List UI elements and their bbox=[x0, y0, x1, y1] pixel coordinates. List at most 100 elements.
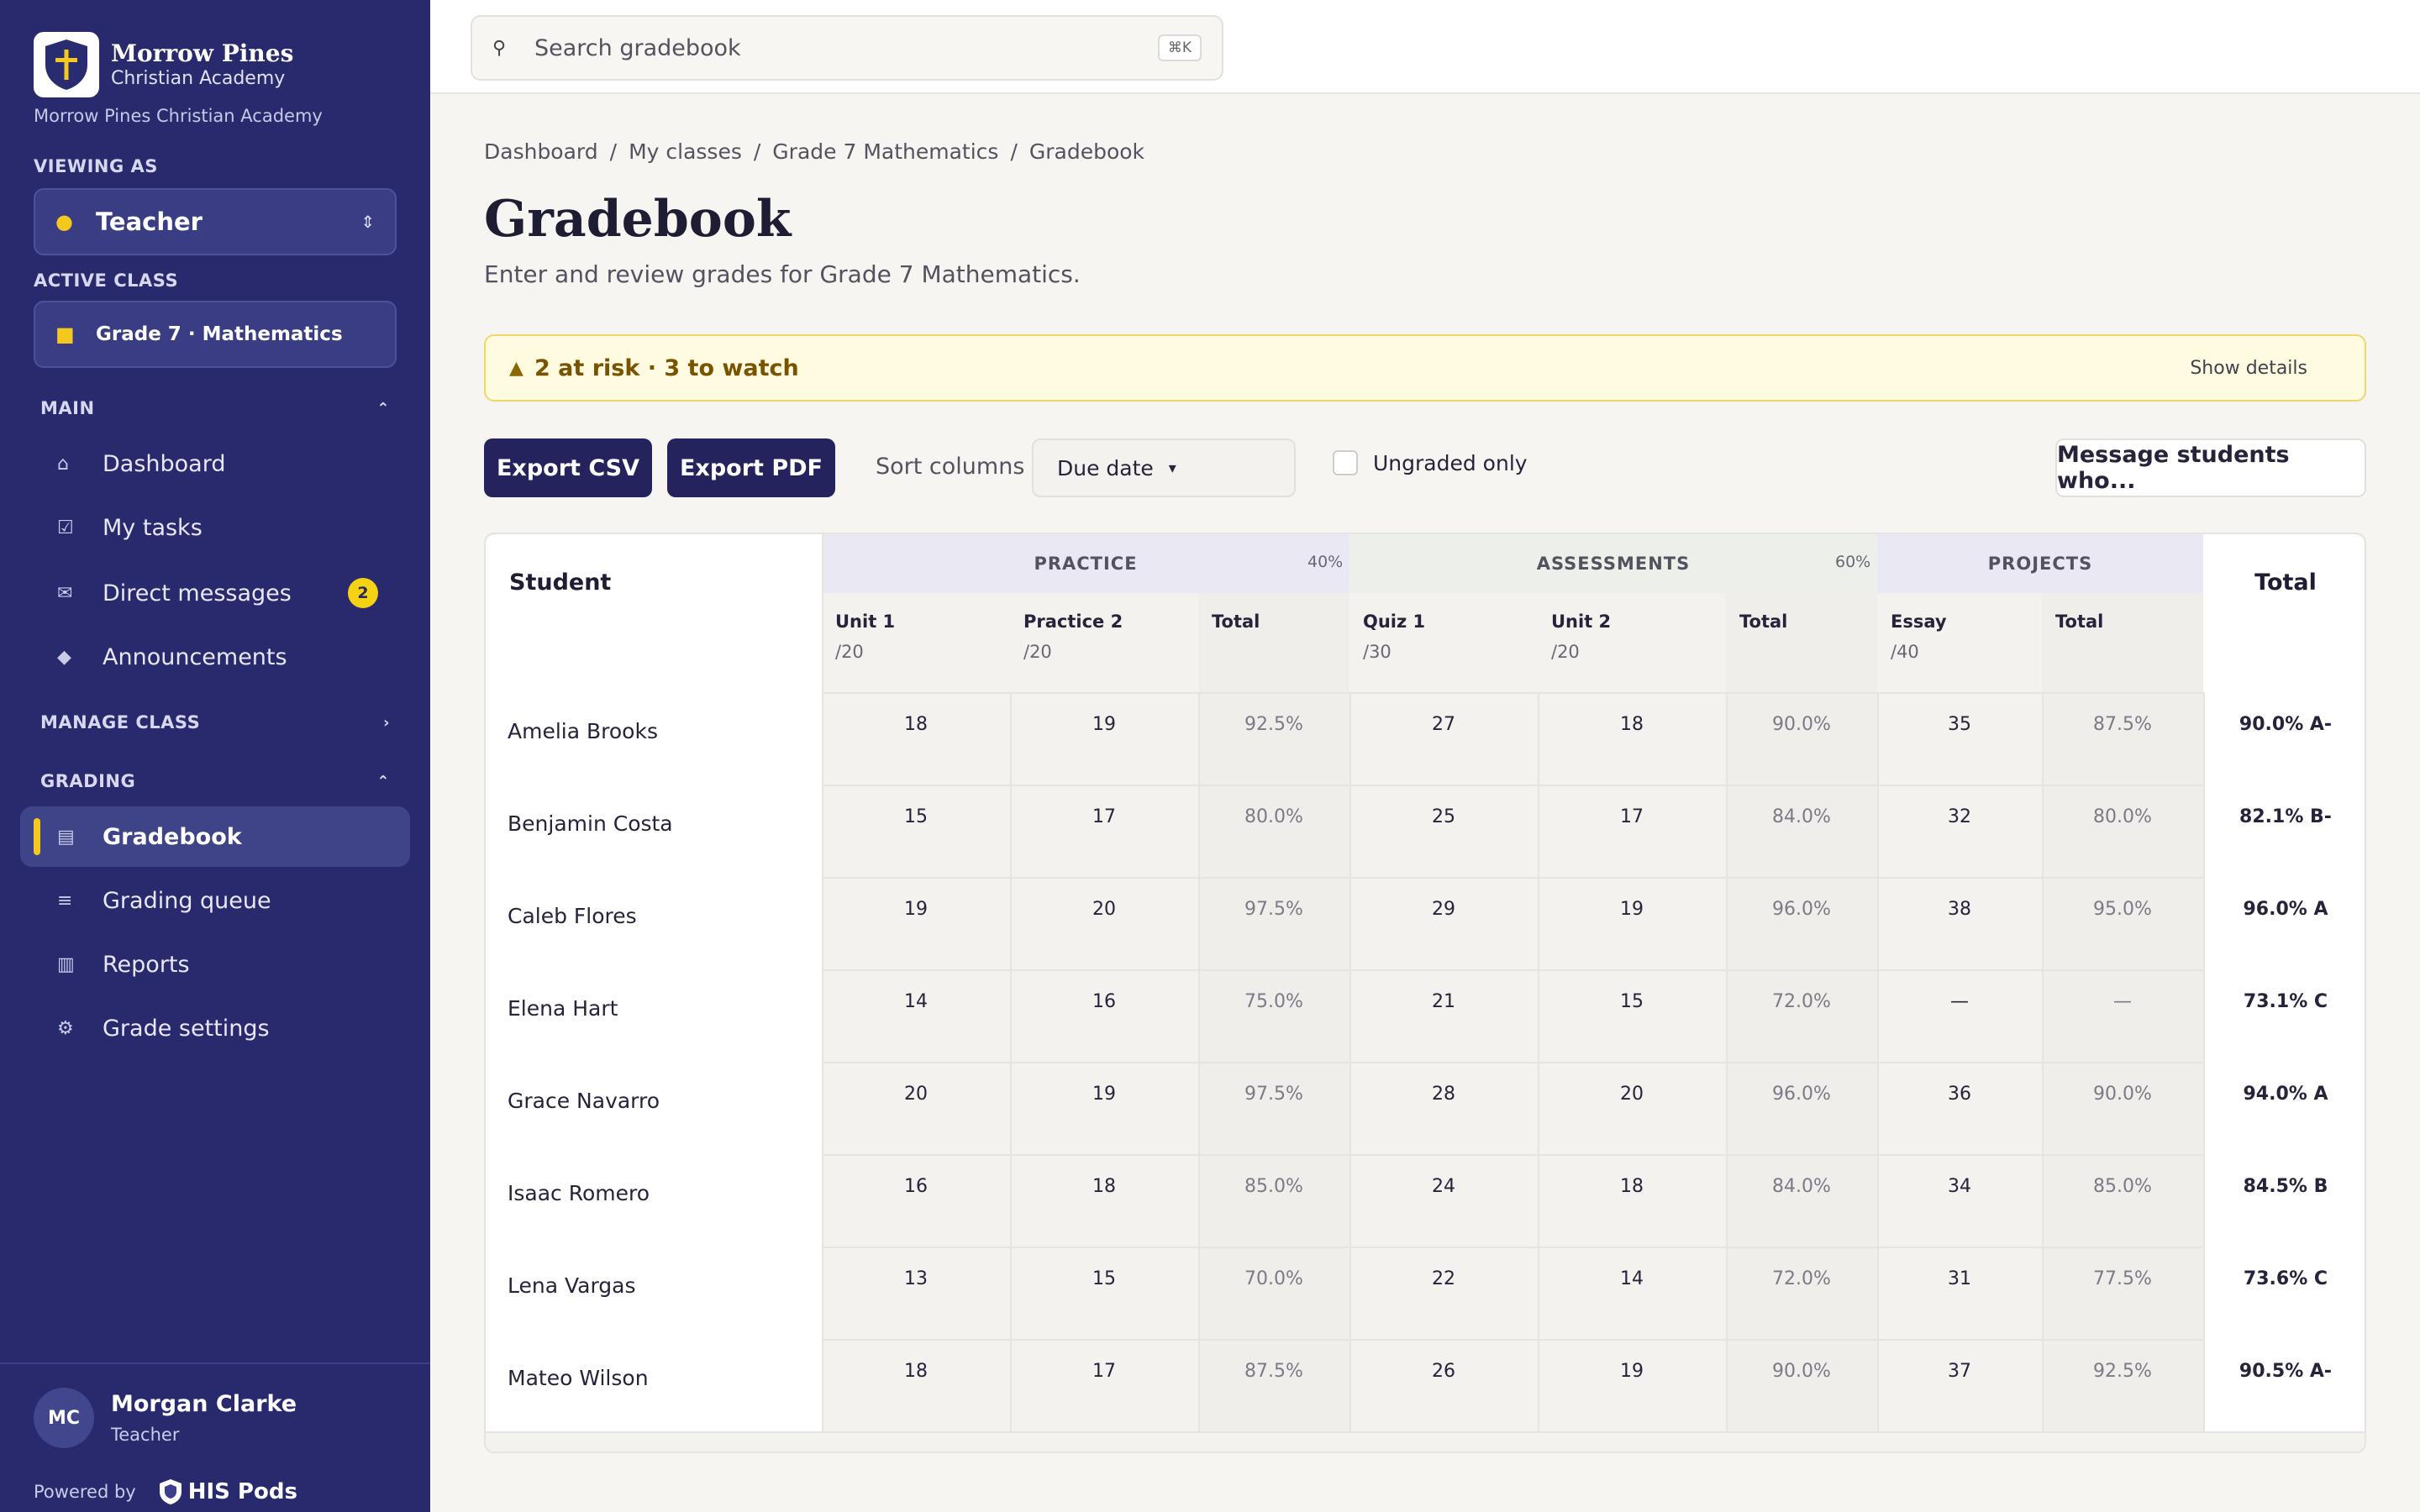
sort-select[interactable]: Due date ▾ bbox=[1032, 438, 1296, 497]
chevron-up-icon: ⌃ bbox=[376, 772, 390, 790]
risk-banner: ▲ 2 at risk · 3 to watch Show details bbox=[484, 334, 2366, 402]
breadcrumb-dashboard[interactable]: Dashboard bbox=[484, 139, 598, 164]
grade-cell[interactable]: 15 bbox=[1092, 1268, 1116, 1289]
nav-grade-settings[interactable]: ⚙ Grade settings bbox=[20, 998, 410, 1058]
grade-cell[interactable]: 17 bbox=[1620, 806, 1644, 827]
export-pdf-button[interactable]: Export PDF bbox=[667, 438, 835, 497]
student-name[interactable]: Isaac Romero bbox=[508, 1181, 650, 1205]
column-header[interactable]: Unit 2/20 bbox=[1538, 593, 1726, 692]
horizontal-scrollbar[interactable] bbox=[486, 1431, 2365, 1452]
grade-cell[interactable]: 17 bbox=[1092, 806, 1116, 827]
brand[interactable]: Morrow Pines Christian Academy bbox=[34, 32, 293, 97]
nav-gradebook[interactable]: ▤ Gradebook bbox=[20, 806, 410, 867]
class-selector[interactable]: ■ Grade 7 · Mathematics bbox=[34, 301, 397, 368]
show-details-link[interactable]: Show details bbox=[2190, 357, 2307, 379]
user-role: Teacher bbox=[111, 1425, 180, 1445]
grade-cell[interactable]: 34 bbox=[1948, 1176, 1971, 1197]
grade-cell[interactable]: 14 bbox=[904, 991, 928, 1012]
breadcrumb-class[interactable]: Grade 7 Mathematics bbox=[772, 139, 999, 164]
grade-cell[interactable]: 15 bbox=[1620, 991, 1644, 1012]
student-column-header[interactable]: Student bbox=[509, 570, 612, 596]
student-name[interactable]: Amelia Brooks bbox=[508, 719, 658, 743]
grade-cell[interactable]: 19 bbox=[1620, 1361, 1644, 1382]
grade-cell[interactable]: 28 bbox=[1432, 1084, 1455, 1105]
grade-cell[interactable]: 19 bbox=[1620, 899, 1644, 920]
ungraded-only-toggle[interactable]: Ungraded only bbox=[1333, 450, 1528, 475]
grade-cell[interactable]: 38 bbox=[1948, 899, 1971, 920]
column-header[interactable]: Total bbox=[1212, 612, 1260, 632]
grade-cell[interactable]: 26 bbox=[1432, 1361, 1455, 1382]
search-input[interactable]: ⚲ Search gradebook ⌘K bbox=[471, 15, 1223, 81]
column-header[interactable]: Total bbox=[1739, 612, 1788, 632]
grade-cell[interactable]: 20 bbox=[1620, 1084, 1644, 1105]
student-name[interactable]: Benjamin Costa bbox=[508, 811, 673, 836]
nav-reports[interactable]: ▥ Reports bbox=[20, 934, 410, 995]
group-header-assessments[interactable]: ASSESSMENTS bbox=[1536, 554, 1691, 574]
grade-cell[interactable]: 16 bbox=[904, 1176, 928, 1197]
grade-cell[interactable]: 19 bbox=[904, 899, 928, 920]
export-csv-button[interactable]: Export CSV bbox=[484, 438, 652, 497]
group-header-projects[interactable]: PROJECTS bbox=[1987, 554, 2093, 574]
nav-grading-queue[interactable]: ≡ Grading queue bbox=[20, 870, 410, 931]
his-pods-logo[interactable]: HIS Pods bbox=[158, 1478, 297, 1505]
student-name[interactable]: Grace Navarro bbox=[508, 1089, 660, 1113]
grade-cell[interactable]: 14 bbox=[1620, 1268, 1644, 1289]
grading-group-header[interactable]: GRADING ⌃ bbox=[40, 771, 390, 791]
his-pods-name: HIS Pods bbox=[187, 1479, 297, 1504]
grade-cell[interactable]: — bbox=[1950, 991, 1969, 1012]
grade-cell[interactable]: 18 bbox=[1092, 1176, 1116, 1197]
grade-cell[interactable]: 20 bbox=[1092, 899, 1116, 920]
subtotal-cell: 80.0% bbox=[1244, 806, 1303, 827]
grade-cell[interactable]: 18 bbox=[904, 714, 928, 735]
main-group-header[interactable]: MAIN ⌃ bbox=[40, 398, 390, 418]
grade-cell[interactable]: 22 bbox=[1432, 1268, 1455, 1289]
nav-direct-messages[interactable]: ✉ Direct messages 2 bbox=[20, 563, 410, 623]
grade-cell[interactable]: 18 bbox=[904, 1361, 928, 1382]
breadcrumb-my-classes[interactable]: My classes bbox=[629, 139, 742, 164]
grade-cell[interactable]: 21 bbox=[1432, 991, 1455, 1012]
grade-cell[interactable]: 19 bbox=[1092, 714, 1116, 735]
column-header[interactable]: Essay/40 bbox=[1877, 593, 2042, 692]
row-divider bbox=[822, 692, 2203, 694]
grade-cell[interactable]: 19 bbox=[1092, 1084, 1116, 1105]
nav-label: Gradebook bbox=[103, 823, 242, 850]
nav-my-tasks[interactable]: ☑ My tasks bbox=[20, 497, 410, 558]
nav-dashboard[interactable]: ⌂ Dashboard bbox=[20, 433, 410, 494]
grade-cell[interactable]: 18 bbox=[1620, 1176, 1644, 1197]
column-header[interactable]: Unit 1/20 bbox=[822, 593, 1010, 692]
student-name[interactable]: Mateo Wilson bbox=[508, 1366, 649, 1390]
grade-cell[interactable]: 35 bbox=[1948, 714, 1971, 735]
column-header[interactable]: Practice 2/20 bbox=[1010, 593, 1198, 692]
group-weight: 60% bbox=[1835, 553, 1871, 571]
grade-cell[interactable]: 24 bbox=[1432, 1176, 1455, 1197]
grade-cell[interactable]: 13 bbox=[904, 1268, 928, 1289]
grade-cell[interactable]: 18 bbox=[1620, 714, 1644, 735]
grade-cell[interactable]: 17 bbox=[1092, 1361, 1116, 1382]
column-header[interactable]: Total bbox=[2055, 612, 2104, 632]
student-name[interactable]: Lena Vargas bbox=[508, 1273, 636, 1298]
role-selector[interactable]: ● Teacher ⇕ bbox=[34, 188, 397, 255]
ungraded-checkbox[interactable] bbox=[1333, 450, 1358, 475]
grade-cell[interactable]: 32 bbox=[1948, 806, 1971, 827]
grade-cell[interactable]: 31 bbox=[1948, 1268, 1971, 1289]
grade-cell[interactable]: 20 bbox=[904, 1084, 928, 1105]
column-max-points: /20 bbox=[1023, 642, 1052, 662]
total-column-header[interactable]: Total bbox=[2254, 570, 2317, 596]
grade-cell[interactable]: 36 bbox=[1948, 1084, 1971, 1105]
grade-cell[interactable]: 25 bbox=[1432, 806, 1455, 827]
role-value: Teacher bbox=[96, 207, 203, 236]
grade-cell[interactable]: 29 bbox=[1432, 899, 1455, 920]
avatar[interactable]: MC bbox=[34, 1388, 94, 1448]
student-name[interactable]: Elena Hart bbox=[508, 996, 618, 1021]
student-name[interactable]: Caleb Flores bbox=[508, 904, 637, 928]
manage-class-group-header[interactable]: MANAGE CLASS › bbox=[40, 712, 390, 732]
grade-cell[interactable]: 27 bbox=[1432, 714, 1455, 735]
group-header-practice[interactable]: PRACTICE bbox=[1034, 554, 1138, 574]
nav-announcements[interactable]: ◆ Announcements bbox=[20, 627, 410, 687]
grade-cell[interactable]: 16 bbox=[1092, 991, 1116, 1012]
grade-cell[interactable]: 15 bbox=[904, 806, 928, 827]
chevron-right-icon: › bbox=[383, 713, 390, 732]
grade-cell[interactable]: 37 bbox=[1948, 1361, 1971, 1382]
message-students-button[interactable]: Message students who... bbox=[2055, 438, 2366, 497]
column-header[interactable]: Quiz 1/30 bbox=[1349, 593, 1538, 692]
